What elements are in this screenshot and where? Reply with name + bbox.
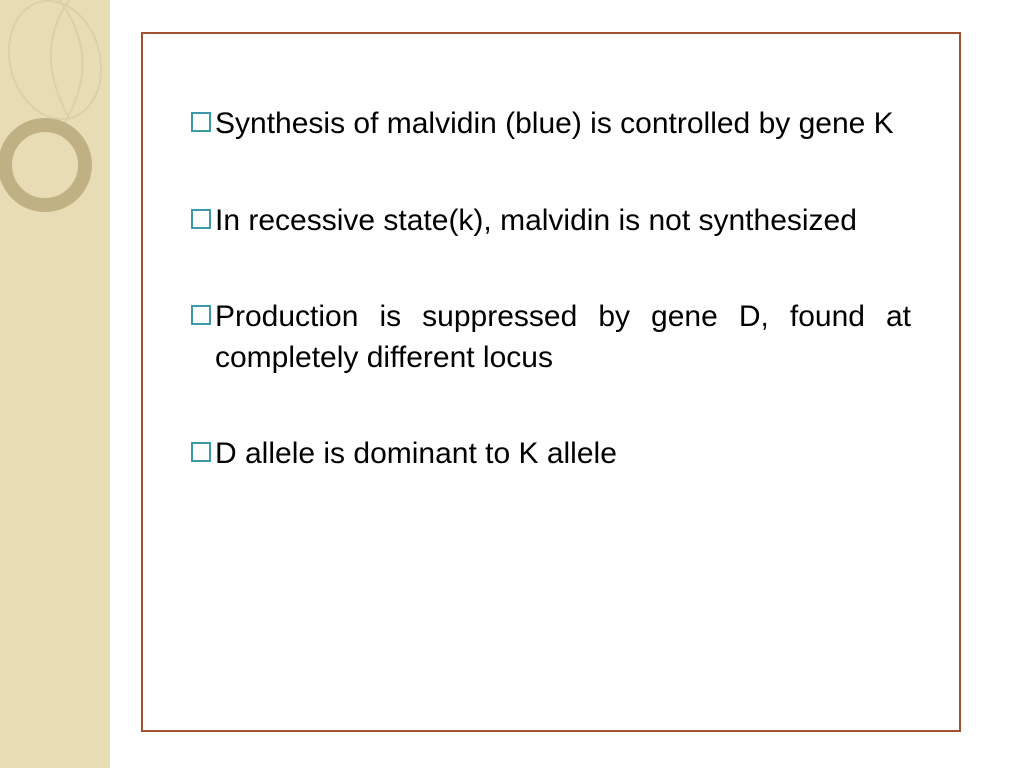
bullet-item: In recessive state(k), malvidin is not s… [191,201,911,242]
bullet-text: In recessive state(k), malvidin is not s… [215,201,911,242]
bullet-item: Production is suppressed by gene D, foun… [191,297,911,378]
bullet-item: Synthesis of malvidin (blue) is controll… [191,104,911,145]
square-bullet-icon [191,442,211,462]
square-bullet-icon [191,112,211,132]
bullet-text: Production is suppressed by gene D, foun… [215,297,911,378]
bullet-item: D allele is dominant to K allele [191,434,911,475]
side-decorative-strip [0,0,110,768]
square-bullet-icon [191,209,211,229]
square-bullet-icon [191,305,211,325]
bullet-text: Synthesis of malvidin (blue) is controll… [215,104,911,145]
content-bordered-box: Synthesis of malvidin (blue) is controll… [141,32,961,732]
bullet-text: D allele is dominant to K allele [215,434,911,475]
